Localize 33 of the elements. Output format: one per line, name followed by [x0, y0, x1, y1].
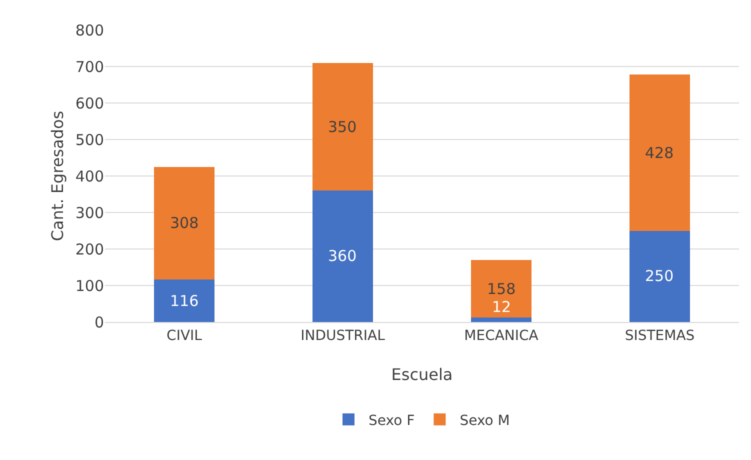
bar — [630, 230, 690, 322]
data-label: 158 — [487, 280, 516, 298]
data-label: 308 — [170, 214, 199, 232]
bar — [471, 260, 532, 318]
bar — [630, 74, 690, 231]
x-tick-label: CIVIL — [166, 328, 202, 344]
x-axis-title: Escuela — [391, 365, 453, 384]
y-tick-label: 800 — [75, 21, 104, 40]
y-tick-label: 500 — [75, 130, 104, 149]
data-label: 116 — [170, 292, 199, 310]
y-tick-label: 700 — [75, 58, 104, 76]
legend-label: Sexo M — [460, 412, 510, 429]
bar — [312, 190, 373, 322]
data-label: 250 — [645, 267, 674, 285]
y-tick-label: 0 — [94, 313, 104, 332]
bar — [154, 280, 214, 322]
bar — [471, 318, 532, 322]
y-tick-label: 100 — [75, 276, 104, 295]
data-label: 350 — [328, 118, 357, 136]
x-tick-label: INDUSTRIAL — [300, 328, 386, 344]
y-tick-label: 400 — [75, 167, 104, 186]
bar — [312, 62, 373, 191]
x-tick-label: SISTEMAS — [624, 328, 695, 344]
data-label: 12 — [492, 298, 512, 316]
legend-label: Sexo F — [368, 412, 415, 429]
bar — [154, 167, 214, 280]
x-tick-label: MECANICA — [464, 328, 539, 344]
data-label: 360 — [328, 247, 357, 265]
y-tick-label: 600 — [75, 94, 104, 112]
y-tick-label: 200 — [75, 240, 104, 258]
y-tick-label: 300 — [75, 204, 104, 222]
y-axis-title: Cant. Egresados — [48, 110, 67, 242]
data-label: 428 — [645, 144, 674, 162]
